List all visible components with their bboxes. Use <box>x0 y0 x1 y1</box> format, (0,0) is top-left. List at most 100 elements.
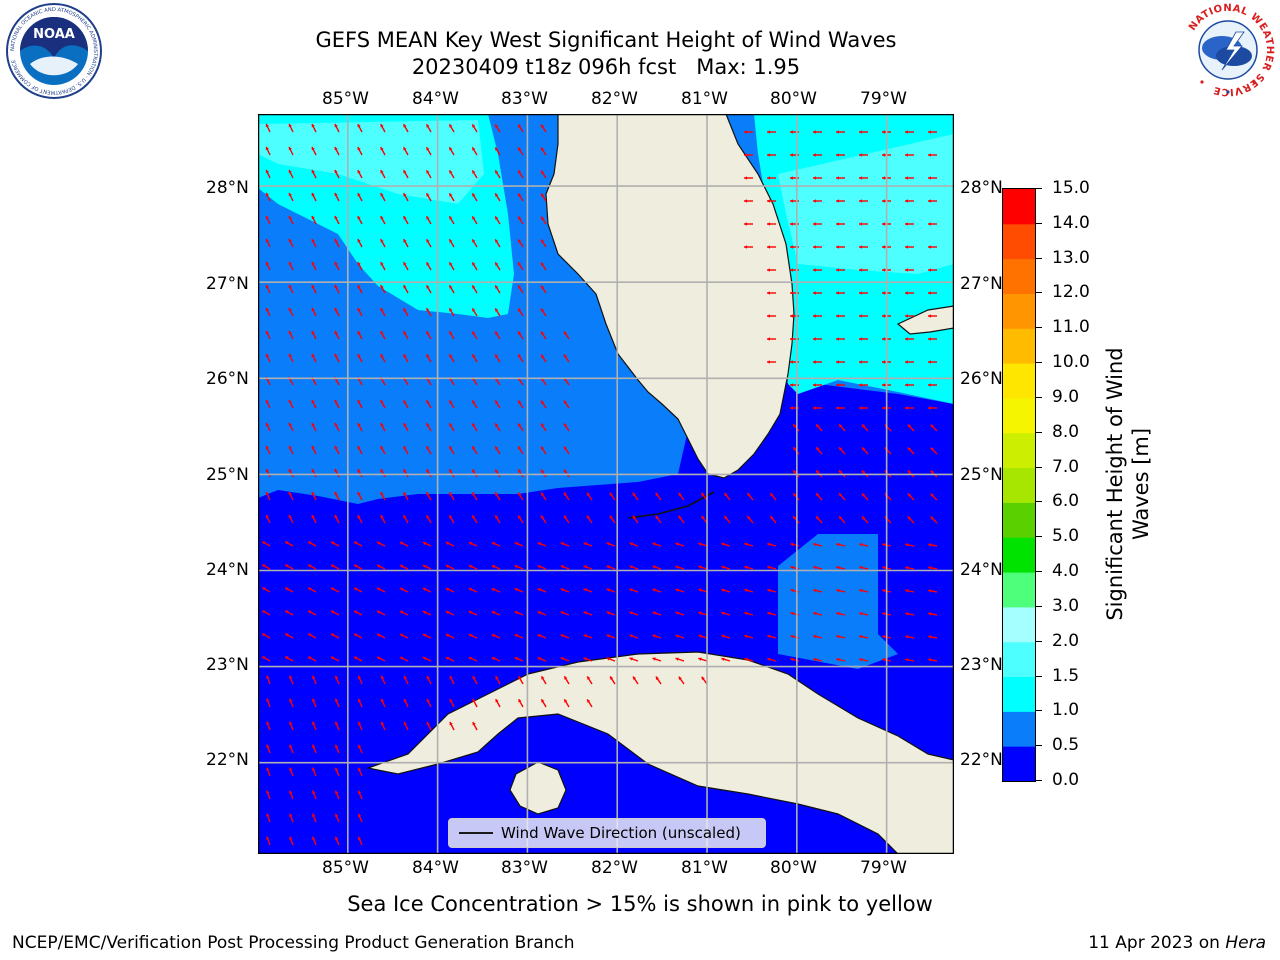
wind-wave-arrowhead <box>495 262 499 266</box>
wind-wave-arrowhead <box>859 565 863 570</box>
wind-wave-arrowhead <box>403 675 407 680</box>
wind-wave-arrowhead <box>426 239 430 243</box>
wind-wave-arrowhead <box>449 216 453 220</box>
wind-wave-arrowhead <box>928 268 931 272</box>
wind-wave-arrowhead <box>606 611 610 615</box>
wind-wave-arrowhead <box>357 469 361 473</box>
wind-wave-arrowhead <box>816 447 820 451</box>
wind-wave-arrowhead <box>518 193 522 197</box>
wind-wave-arrowhead <box>468 610 473 615</box>
wind-wave-arrowhead <box>609 492 613 497</box>
wind-wave-arrowhead <box>403 446 407 450</box>
wind-wave-arrowhead <box>472 147 476 151</box>
wind-wave-arrowhead <box>813 588 817 593</box>
wind-wave-arrowhead <box>514 565 519 569</box>
wind-wave-arrowhead <box>514 634 519 638</box>
wind-wave-arrowhead <box>537 611 541 615</box>
colorbar-tick-label: 0.0 <box>1052 770 1080 790</box>
lon-label-top: 84°W <box>412 89 459 109</box>
wind-wave-arrowhead <box>399 541 404 545</box>
wind-wave-arrowhead <box>445 610 450 615</box>
wind-wave-arrowhead <box>541 308 545 312</box>
wind-wave-arrowhead <box>563 446 568 450</box>
colorbar-tick-label: 8.0 <box>1052 421 1080 442</box>
wind-wave-arrowhead <box>836 176 839 180</box>
wind-wave-arrowhead <box>403 354 407 358</box>
wind-wave-arrowhead <box>560 565 564 569</box>
wind-wave-arrowhead <box>380 446 384 450</box>
wind-wave-arrowhead <box>426 469 430 473</box>
colorbar-tick-label: 0.5 <box>1052 735 1080 756</box>
wind-wave-arrowhead <box>518 446 522 450</box>
wind-wave-arrowhead <box>563 515 568 519</box>
wind-wave-arrowhead <box>289 721 293 725</box>
wind-wave-arrowhead <box>331 587 335 591</box>
wind-wave-arrowhead <box>288 445 292 450</box>
wind-wave-arrowhead <box>905 658 909 662</box>
wind-wave-arrowhead <box>288 514 292 519</box>
wind-wave-arrowhead <box>449 124 453 128</box>
wind-wave-arrowhead <box>334 469 338 473</box>
bahamas-landmass <box>896 305 954 335</box>
wave-height-band-1.5-2.0 <box>258 120 484 204</box>
wind-wave-arrowhead <box>721 588 725 592</box>
wind-wave-arrowhead <box>928 222 931 226</box>
wind-wave-arrowhead <box>308 541 312 545</box>
wind-wave-arrowhead <box>836 360 839 364</box>
wind-wave-arrowhead <box>311 123 315 128</box>
wind-wave-arrowhead <box>518 216 522 220</box>
wind-wave-arrowhead <box>472 676 476 680</box>
colorbar-tick-label: 2.0 <box>1052 630 1080 651</box>
wind-wave-arrowhead <box>288 468 292 473</box>
wind-wave-arrowhead <box>813 542 817 547</box>
wind-wave-arrowhead <box>675 565 679 569</box>
wind-wave-arrowhead <box>629 634 633 638</box>
wind-wave-arrowhead <box>449 193 453 197</box>
wind-wave-arrowhead <box>701 515 705 520</box>
wind-wave-arrowhead <box>376 610 381 614</box>
wind-wave-arrowhead <box>289 790 293 794</box>
wind-wave-arrowhead <box>518 170 522 174</box>
wind-wave-arrowhead <box>495 216 499 220</box>
lon-label-top: 83°W <box>501 89 548 109</box>
wind-wave-arrowhead <box>357 124 361 128</box>
wind-wave-arrowhead <box>541 147 545 151</box>
wind-wave-arrowhead <box>495 423 499 427</box>
wind-wave-arrowhead <box>518 239 522 243</box>
wind-wave-arrowhead <box>541 124 545 128</box>
wind-wave-arrowhead <box>905 612 909 616</box>
wind-wave-arrowhead <box>380 515 384 519</box>
colorbar-tick-mark <box>1035 571 1042 573</box>
wind-wave-arrowhead <box>353 587 358 591</box>
wind-wave-arrowhead <box>265 284 269 289</box>
wind-wave-arrowhead <box>266 675 270 679</box>
wind-wave-arrowhead <box>836 222 839 226</box>
wind-wave-arrowhead <box>495 446 499 450</box>
wind-wave-arrowhead <box>770 516 774 520</box>
wind-wave-arrowhead <box>399 610 404 614</box>
wind-wave-arrowhead <box>816 470 820 474</box>
wind-wave-arrowhead <box>376 564 381 568</box>
wind-wave-arrowhead <box>311 422 315 427</box>
wind-wave-arrowhead <box>744 176 747 180</box>
wind-wave-arrowhead <box>495 239 499 243</box>
wind-wave-arrowhead <box>563 492 568 496</box>
wind-wave-arrowhead <box>449 423 453 427</box>
wind-wave-arrowhead <box>311 491 315 496</box>
wind-wave-arrowhead <box>563 354 568 358</box>
wind-wave-arrowhead <box>541 216 545 220</box>
chart-subtitle: 20230409 t18z 096h fcst Max: 1.95 <box>411 55 801 79</box>
lat-label-right: 27°N <box>960 274 1003 294</box>
lon-label-top: 85°W <box>322 89 369 109</box>
wind-wave-arrowhead <box>606 588 610 592</box>
wind-wave-arrowhead <box>472 331 476 335</box>
wind-wave-arrowhead <box>403 170 407 174</box>
wind-wave-arrowhead <box>560 611 564 615</box>
wind-wave-arrowhead <box>422 541 427 546</box>
wind-wave-arrowhead <box>353 610 358 614</box>
wind-wave-arrowhead <box>331 564 335 568</box>
wind-wave-arrowhead <box>518 515 522 519</box>
wind-wave-arrowhead <box>744 222 747 226</box>
wind-wave-arrowhead <box>262 656 266 660</box>
wind-wave-arrowhead <box>311 468 315 473</box>
